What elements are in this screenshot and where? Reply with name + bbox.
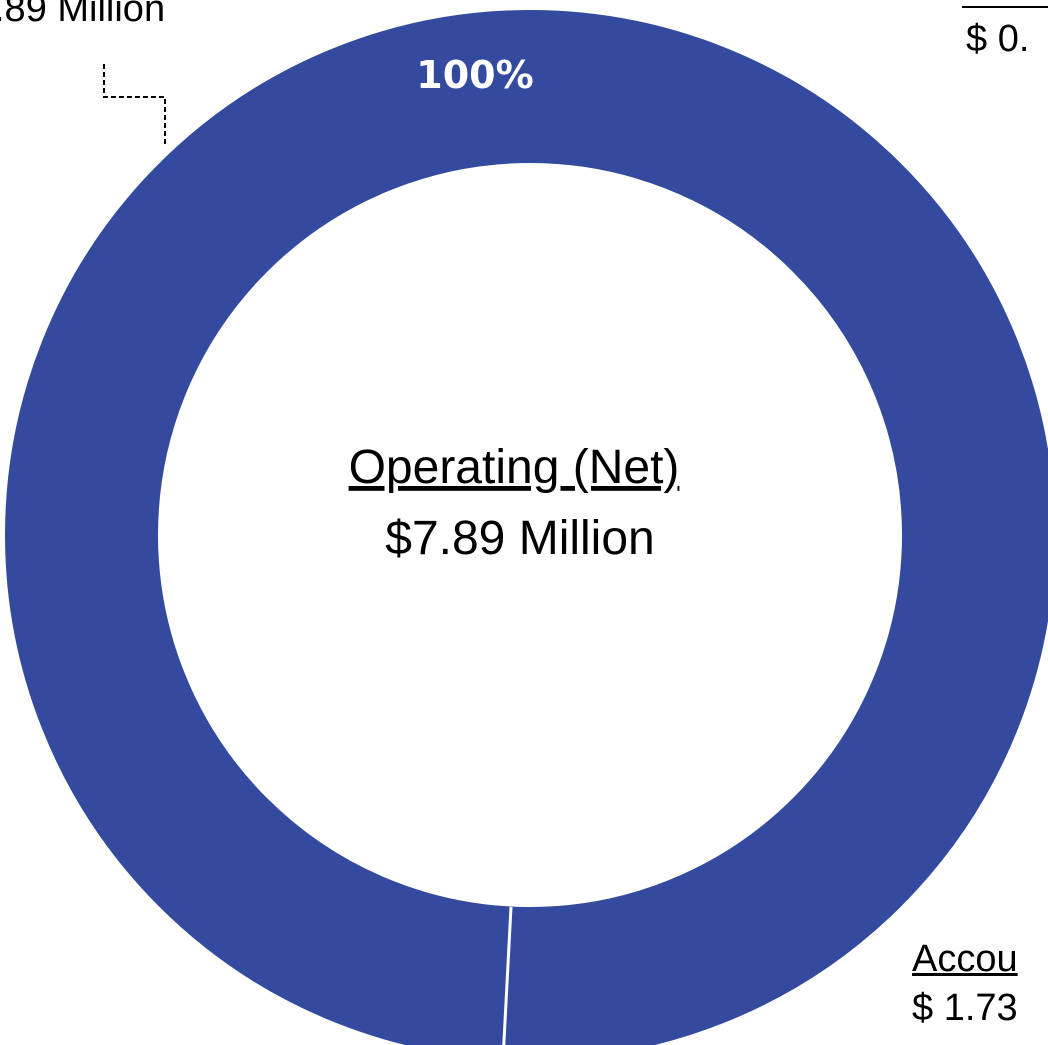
center-label-value: $7.89 Million [385,512,654,565]
donut-slice [5,10,1048,1045]
slice-separator [502,906,513,1045]
callout-top-right-value: $ 0. [966,18,1030,60]
callout-leader-line [103,64,166,146]
callout-bottom-right-value: $ 1.73 [912,987,1018,1029]
center-label-title: Operating (Net) [349,441,680,494]
ring-layer [5,10,1048,1045]
callout-top-left-value: .89 Million [0,0,166,30]
slice-percent-label: 100% [416,53,533,97]
callout-bottom-right-title: Accou [912,938,1018,980]
